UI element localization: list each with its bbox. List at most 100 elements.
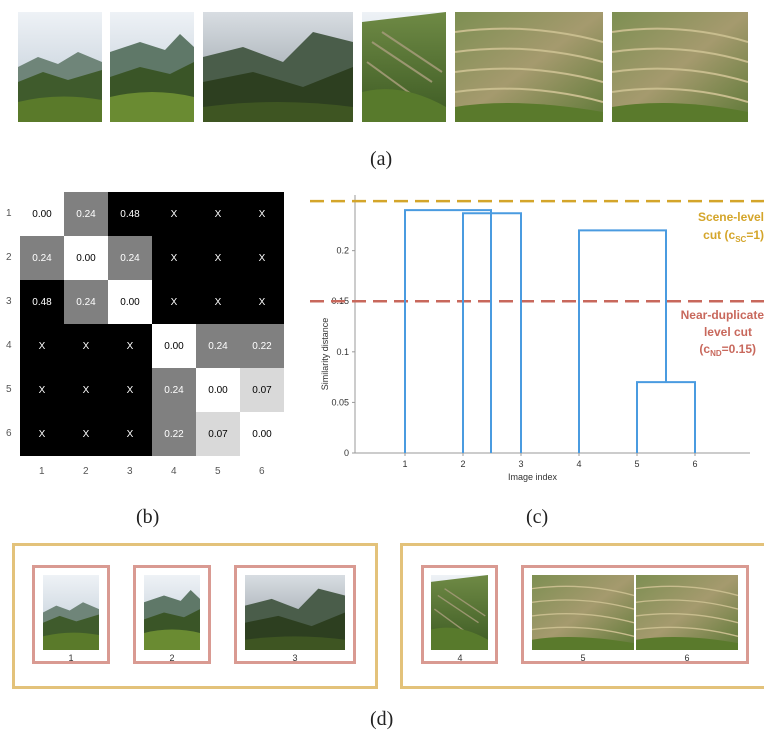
nd-group-5 [521, 565, 749, 664]
matrix-cell: X [108, 324, 152, 368]
scene-cut-sub: SC [735, 235, 746, 244]
nd-group-3 [234, 565, 356, 664]
photo-5 [455, 12, 603, 122]
caption-d: (d) [370, 708, 394, 730]
thumb-label-5: 5 [580, 653, 586, 663]
scene-group-2 [400, 543, 764, 689]
x-tick-label: 3 [518, 459, 523, 469]
nd-cut-pre: (c [699, 342, 710, 356]
matrix-col-label: 4 [171, 466, 177, 477]
thumb-2 [144, 575, 200, 650]
distance-matrix: 0.00 0.24 0.48 X X X 0.24 0.00 0.24 X X X 0.48 0.24 0.… [20, 192, 284, 456]
y-axis-label: Similarity distance [320, 318, 330, 391]
matrix-cell: 0.48 [108, 192, 152, 236]
matrix-cell: X [64, 368, 108, 412]
photo-1 [18, 12, 102, 122]
matrix-cell: 0.00 [152, 324, 196, 368]
nd-group-2 [133, 565, 211, 664]
matrix-cell: 0.48 [20, 280, 64, 324]
matrix-col-label: 2 [83, 466, 89, 477]
matrix-cell: X [64, 324, 108, 368]
matrix-cell: 0.24 [152, 368, 196, 412]
thumb-6 [636, 575, 738, 650]
y-tick-label: 0 [344, 448, 349, 458]
x-tick-label: 4 [576, 459, 581, 469]
scene-cut-param: cut (cSC=1) [703, 228, 764, 244]
matrix-cell: X [196, 192, 240, 236]
matrix-cell: 0.22 [240, 324, 284, 368]
thumb-label-4: 4 [457, 653, 463, 663]
x-axis-label: Image index [508, 472, 558, 482]
matrix-row-label: 1 [6, 208, 12, 219]
dendro-link-4-56 [578, 229, 667, 453]
matrix-cell: 0.00 [20, 192, 64, 236]
matrix-cell: X [20, 324, 64, 368]
thumb-1 [43, 575, 99, 650]
matrix-col-label: 6 [259, 466, 265, 477]
matrix-cell: 0.24 [20, 236, 64, 280]
matrix-row-label: 3 [6, 296, 12, 307]
thumb-label-1: 1 [68, 653, 74, 663]
matrix-cell: X [20, 368, 64, 412]
matrix-cell: X [240, 192, 284, 236]
matrix-row-label: 5 [6, 384, 12, 395]
photo-2 [110, 12, 194, 122]
thumb-5 [532, 575, 634, 650]
matrix-col-label: 1 [39, 466, 45, 477]
matrix-col-label: 5 [215, 466, 221, 477]
photo-6 [612, 12, 748, 122]
caption-b: (b) [136, 506, 160, 528]
matrix-cell: X [152, 192, 196, 236]
y-tick-label: 0.05 [331, 397, 349, 407]
caption-c: (c) [526, 506, 549, 528]
matrix-col-label: 3 [127, 466, 133, 477]
matrix-cell: 0.24 [64, 280, 108, 324]
matrix-cell: 0.00 [64, 236, 108, 280]
matrix-row-label: 2 [6, 252, 12, 263]
scene-cut-pre: cut (c [703, 228, 735, 242]
matrix-cell: 0.07 [240, 368, 284, 412]
matrix-cell: 0.00 [240, 412, 284, 456]
matrix-cell: 0.22 [152, 412, 196, 456]
x-tick-label: 2 [460, 459, 465, 469]
matrix-row-label: 4 [6, 340, 12, 351]
thumb-4 [431, 575, 488, 650]
nd-cut-label: Near-duplicate [681, 308, 764, 322]
nd-group-4 [421, 565, 498, 664]
dendro-link-1-2 [404, 209, 492, 453]
matrix-cell: 0.24 [108, 236, 152, 280]
matrix-cell: 0.24 [64, 192, 108, 236]
matrix-cell: 0.00 [108, 280, 152, 324]
dendro-link-2-3 [462, 212, 522, 453]
dendro-link-5-6 [636, 381, 696, 453]
x-tick-label: 1 [402, 459, 407, 469]
thumb-label-2: 2 [169, 653, 175, 663]
matrix-cell: X [20, 412, 64, 456]
nd-cut-sub: ND [710, 349, 722, 358]
matrix-cell: X [196, 280, 240, 324]
photo-3 [203, 12, 353, 122]
matrix-cell: X [108, 368, 152, 412]
matrix-cell: X [152, 280, 196, 324]
matrix-cell: 0.00 [196, 368, 240, 412]
scene-group-1 [12, 543, 378, 689]
nd-cut-post: =0.15) [722, 342, 756, 356]
matrix-cell: X [64, 412, 108, 456]
thumb-3 [245, 575, 345, 650]
y-tick-label: 0.1 [336, 347, 349, 357]
scene-cut-post: =1) [746, 228, 764, 242]
matrix-cell: 0.07 [196, 412, 240, 456]
nd-group-1 [32, 565, 110, 664]
matrix-cell: X [196, 236, 240, 280]
nd-cut-label-2: level cut [704, 325, 752, 339]
x-tick-label: 5 [634, 459, 639, 469]
matrix-row-label: 6 [6, 428, 12, 439]
y-tick-label: 0.2 [336, 246, 349, 256]
scene-cut-label: Scene-level [698, 210, 764, 224]
nd-cut-param: (cND=0.15) [699, 342, 756, 358]
matrix-cell: X [240, 280, 284, 324]
matrix-cell: X [240, 236, 284, 280]
thumb-label-6: 6 [684, 653, 690, 663]
photo-4 [362, 12, 446, 122]
